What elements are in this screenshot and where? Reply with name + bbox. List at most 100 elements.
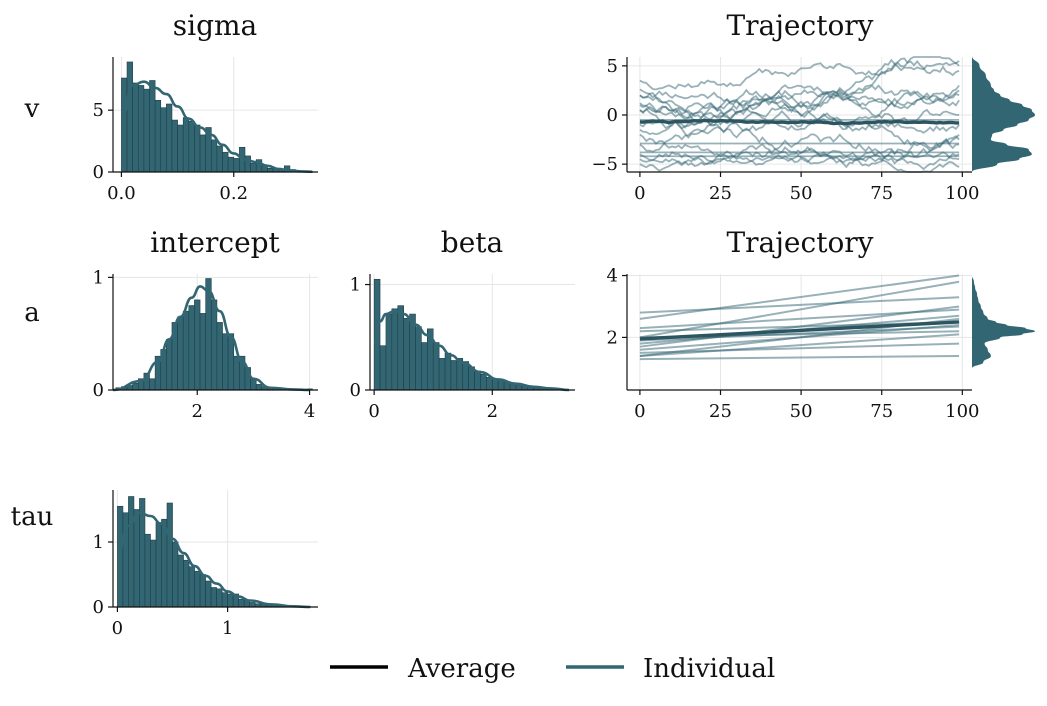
tau-hist-bar — [177, 554, 184, 608]
sigma-hist-bar — [132, 82, 139, 173]
a-trajectory-title: Trajectory — [727, 226, 874, 259]
tau-plot-area: 0 1 0 1 — [93, 490, 318, 639]
row-label-v: v — [24, 94, 40, 124]
a-trajectory-xtick-label: 100 — [945, 401, 979, 422]
beta-hist-bar — [403, 317, 410, 391]
sigma-hist-bar — [177, 124, 184, 173]
intercept-hist-bar — [205, 278, 212, 391]
beta-hist-bar — [444, 352, 452, 391]
a-trajectory-xtick-label: 75 — [870, 401, 893, 422]
tau-hist-bar — [188, 566, 195, 608]
a-trajectory-individual-line — [639, 305, 960, 348]
tau-hist-bar — [216, 588, 223, 608]
sigma-hist-bar — [244, 155, 251, 173]
beta-hist-bar — [486, 377, 493, 391]
tau-hist-bar — [205, 580, 212, 608]
a-trajectory-xtick-label: 25 — [709, 401, 732, 422]
legend: Average Individual — [330, 654, 775, 684]
tau-hist-bar — [172, 541, 179, 608]
beta-hist-bar — [397, 305, 404, 391]
v-trajectory-xtick-label: 0 — [634, 183, 645, 204]
intercept-hist-bar — [177, 316, 184, 391]
intercept-hist-bar — [210, 299, 218, 391]
beta-hist-bar — [491, 379, 499, 391]
intercept-histogram-panel: intercept 2 4 0 1 — [93, 226, 318, 422]
tau-hist-bar — [128, 496, 135, 608]
beta-hist-bar — [421, 342, 428, 391]
tau-hist-bar — [117, 505, 124, 608]
sigma-hist-bar — [210, 139, 218, 173]
beta-title: beta — [441, 226, 503, 259]
beta-hist-ytick-label: 1 — [350, 275, 361, 296]
beta-hist-kde-line — [372, 309, 570, 392]
v-trajectory-individual-line — [639, 133, 960, 161]
row-label-tau: tau — [11, 502, 54, 532]
tau-hist-ytick-label: 0 — [93, 597, 104, 618]
sigma-hist-bar — [149, 80, 156, 173]
a-trajectory-marginal-density — [972, 275, 1035, 369]
v-trajectory-individual-line — [639, 107, 960, 165]
v-trajectory-xtick-label: 25 — [709, 183, 732, 204]
sigma-hist-bar — [250, 163, 257, 173]
intercept-hist-ytick-label: 0 — [93, 380, 104, 401]
intercept-hist-bar — [250, 378, 257, 391]
sigma-hist-bar — [166, 103, 173, 173]
v-trajectory-ytick-label: −5 — [591, 154, 618, 175]
v-trajectory-individual-line — [639, 56, 960, 91]
a-trajectory-individual-line — [639, 325, 960, 342]
beta-hist-bar — [462, 361, 469, 391]
beta-hist-bar — [385, 313, 393, 391]
a-trajectory-individual-line — [639, 274, 960, 320]
sigma-hist-xtick-label: 0.0 — [107, 183, 136, 204]
tau-hist-bar — [221, 592, 228, 608]
row-label-a: a — [24, 298, 40, 328]
intercept-hist-kde-line — [112, 285, 310, 392]
sigma-hist-bar — [188, 121, 195, 173]
sigma-hist-xtick-label: 0.2 — [219, 183, 248, 204]
beta-hist-bar — [497, 380, 505, 391]
tau-hist-bar — [150, 539, 157, 608]
beta-hist-bar — [415, 326, 422, 391]
beta-hist-bar — [379, 345, 387, 391]
beta-hist-bar — [515, 384, 523, 391]
intercept-hist-bar — [227, 333, 235, 391]
v-trajectory-ytick-label: 5 — [607, 56, 618, 77]
sigma-hist-bar — [182, 117, 190, 173]
a-trajectory-average-line — [639, 320, 960, 341]
tau-histogram-panel: 0 1 0 1 — [93, 490, 318, 639]
beta-hist-bar — [438, 358, 446, 391]
sigma-hist-bar — [216, 145, 223, 173]
a-trajectory-individual-line — [639, 333, 960, 357]
beta-hist-bar — [474, 370, 481, 391]
v-trajectory-individual-line — [639, 84, 960, 115]
sigma-hist-bar — [121, 77, 128, 173]
v-trajectory-ytick-label: 0 — [607, 105, 618, 126]
sigma-hist-bar — [143, 88, 150, 173]
intercept-hist-bar — [182, 310, 190, 391]
sigma-hist-bar — [137, 85, 145, 173]
beta-plot-area: 0 2 0 1 — [350, 274, 575, 422]
v-trajectory-individual-line — [639, 84, 960, 107]
a-trajectory-xtick-label: 50 — [790, 401, 813, 422]
beta-hist-xtick-label: 0 — [368, 401, 379, 422]
intercept-title: intercept — [150, 226, 280, 259]
sigma-hist-bar — [222, 151, 229, 173]
v-trajectory-marginal-density — [972, 56, 1035, 173]
beta-hist-bar — [432, 342, 440, 391]
intercept-hist-bar — [149, 378, 156, 391]
intercept-hist-ytick-label: 1 — [93, 267, 104, 288]
a-trajectory-xtick-label: 0 — [634, 401, 645, 422]
v-trajectory-xtick-label: 50 — [790, 183, 813, 204]
tau-hist-kde-line — [116, 511, 311, 609]
intercept-hist-bar — [216, 322, 223, 391]
tau-hist-bar — [249, 602, 256, 608]
intercept-hist-xtick-label: 2 — [192, 401, 203, 422]
a-trajectory-individual-line — [639, 354, 960, 361]
intercept-hist-bar — [255, 384, 263, 391]
v-trajectory-xtick-label: 100 — [945, 183, 979, 204]
v-trajectory-individual-line — [639, 110, 960, 153]
tau-hist-bar — [133, 509, 140, 608]
intercept-hist-bar — [166, 339, 173, 391]
